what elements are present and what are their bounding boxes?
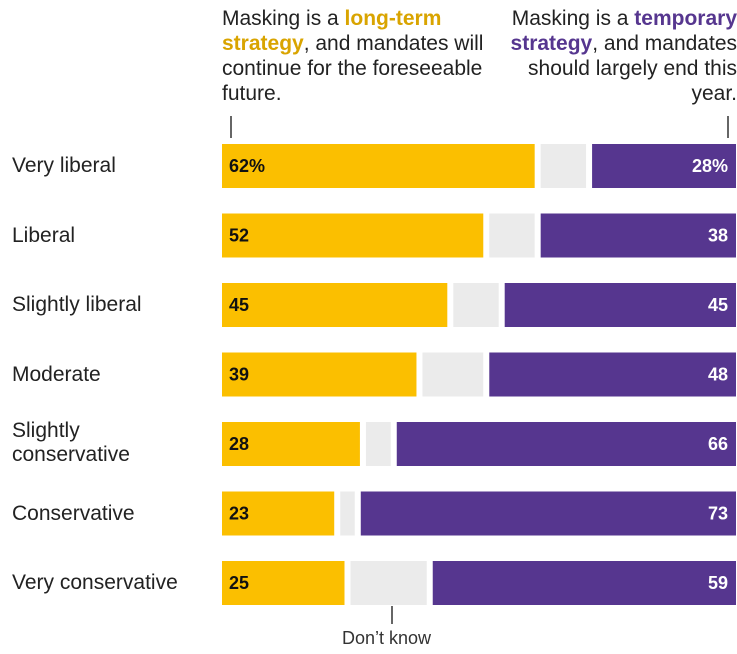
- value-label-temporary: 48: [708, 365, 728, 385]
- value-label-temporary: 66: [708, 434, 728, 454]
- bar-temporary: [360, 491, 736, 536]
- bar-temporary: [396, 422, 736, 466]
- dont-know-tick: [391, 606, 393, 624]
- legend-right-tick: [727, 116, 729, 138]
- value-label-long-term: 52: [229, 226, 249, 246]
- category-label: Slightly conservative: [12, 419, 130, 466]
- bar-long-term: [222, 283, 448, 327]
- bar-temporary: [504, 283, 736, 327]
- bar-temporary: [489, 352, 736, 397]
- bar-dont-know: [453, 283, 499, 327]
- bar-dont-know: [350, 561, 427, 605]
- category-label: Liberal: [12, 223, 76, 247]
- bar-long-term: [222, 491, 335, 536]
- bar-long-term: [222, 561, 345, 605]
- bar-temporary: [592, 144, 736, 188]
- bar-long-term: [222, 144, 535, 188]
- bar-dont-know: [422, 352, 484, 397]
- category-label: Moderate: [12, 362, 101, 386]
- bar-long-term: [222, 422, 360, 466]
- value-label-long-term: 62%: [229, 156, 265, 176]
- bar-long-term: [222, 213, 484, 258]
- dont-know-label: Don’t know: [342, 628, 432, 648]
- legend-left-tick: [230, 116, 232, 138]
- category-label: Very liberal: [12, 154, 116, 177]
- value-label-long-term: 45: [229, 295, 249, 315]
- bar-dont-know: [340, 491, 355, 536]
- bar-temporary: [432, 561, 736, 605]
- value-label-long-term: 25: [229, 573, 249, 593]
- category-label: Conservative: [12, 501, 135, 525]
- legend-temporary-post: , and mandates should largely end this y…: [528, 32, 737, 105]
- legend-long-term-highlight: long-term strategy: [222, 7, 442, 55]
- bar-dont-know: [540, 144, 587, 188]
- bar-temporary: [540, 213, 736, 258]
- value-label-temporary: 45: [708, 295, 728, 315]
- legend-temporary-highlight: temporary strategy: [510, 7, 737, 55]
- value-label-long-term: 28: [229, 434, 249, 454]
- bar-dont-know: [489, 213, 535, 258]
- value-label-temporary: 28%: [692, 156, 728, 176]
- value-label-long-term: 39: [229, 365, 249, 385]
- category-label: Very conservative: [12, 571, 178, 594]
- legend-long-term: Masking is a long-term strategy, and man…: [222, 6, 492, 106]
- legend-temporary: Masking is a temporary strategy, and man…: [497, 6, 737, 106]
- legend-long-term-pre: Masking is a: [222, 7, 345, 30]
- bar-dont-know: [365, 422, 391, 466]
- category-label: Slightly liberal: [12, 293, 142, 316]
- value-label-temporary: 73: [708, 504, 728, 524]
- value-label-temporary: 38: [708, 226, 728, 246]
- legend-temporary-pre: Masking is a: [511, 7, 635, 30]
- value-label-temporary: 59: [708, 573, 728, 593]
- value-label-long-term: 23: [229, 504, 249, 524]
- bar-long-term: [222, 352, 417, 397]
- legend-long-term-post: , and mandates will continue for the for…: [222, 32, 484, 105]
